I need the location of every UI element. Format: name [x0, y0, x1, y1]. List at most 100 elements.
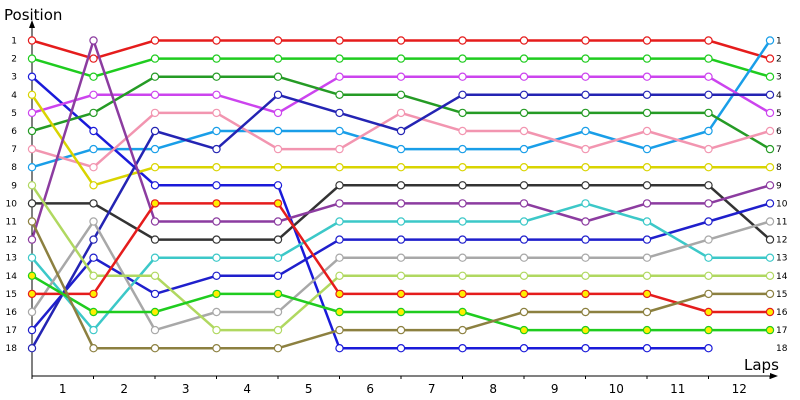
- series-point-4: [519, 344, 529, 353]
- series-point-14: [396, 253, 406, 262]
- series-point-11: [212, 217, 221, 226]
- series-point-17: [519, 325, 529, 335]
- y-tick-label: 14: [6, 272, 18, 282]
- series-point-15: [212, 325, 221, 335]
- y-tick-label: 2: [11, 55, 17, 65]
- series-point-15: [396, 271, 406, 280]
- series-point-3: [396, 144, 406, 154]
- series-point-10: [89, 235, 98, 244]
- series-point-9: [519, 181, 529, 190]
- series-point-6: [396, 90, 406, 100]
- series-point-16: [212, 199, 221, 208]
- series-point-10: [581, 90, 590, 100]
- series-point-7: [150, 108, 160, 118]
- x-axis-title: Laps: [744, 356, 779, 374]
- ticks-layer: 1234567891011121314151617181234567891011…: [6, 37, 788, 397]
- series-point-3: [89, 144, 98, 154]
- series-point-3: [519, 144, 529, 154]
- y-tick-label: 4: [11, 91, 17, 101]
- series-point-18: [150, 344, 160, 353]
- series-point-6: [765, 144, 775, 154]
- series-point-5: [273, 108, 283, 118]
- series-point-6: [273, 72, 283, 81]
- series-point-1: [89, 54, 98, 63]
- right-tick-label: 13: [776, 254, 787, 264]
- right-tick-label: 15: [776, 290, 787, 300]
- series-point-2: [642, 54, 652, 63]
- x-tick-label: 5: [305, 382, 313, 396]
- x-tick-label: 4: [243, 382, 251, 396]
- series-point-14: [27, 307, 37, 317]
- series-point-15: [335, 271, 344, 280]
- series-point-7: [765, 126, 775, 136]
- y-tick-label: 6: [11, 127, 17, 137]
- series-point-13: [581, 199, 590, 208]
- series-point-3: [642, 144, 652, 154]
- series-point-2: [581, 54, 590, 63]
- y-tick-label: 10: [6, 199, 18, 209]
- series-point-7: [396, 108, 406, 118]
- series-point-11: [396, 199, 406, 208]
- series-point-10: [273, 90, 283, 100]
- series-point-10: [150, 126, 160, 136]
- series-point-5: [27, 108, 37, 118]
- series-point-17: [458, 307, 467, 317]
- series-point-8: [458, 162, 467, 172]
- series-point-8: [150, 162, 160, 172]
- y-tick-label: 9: [11, 181, 17, 191]
- series-point-3: [581, 126, 590, 136]
- series-point-18: [335, 325, 344, 335]
- series-point-12: [212, 271, 221, 280]
- y-tick-label: 8: [11, 163, 17, 173]
- series-point-12: [27, 325, 37, 335]
- series-point-10: [704, 90, 713, 100]
- series-point-1: [335, 36, 344, 45]
- series-point-14: [89, 217, 98, 226]
- series-point-13: [27, 253, 37, 262]
- series-point-1: [458, 36, 467, 45]
- series-point-18: [581, 307, 590, 317]
- series-point-18: [519, 307, 529, 317]
- series-point-13: [704, 253, 713, 262]
- series-point-6: [89, 108, 98, 118]
- series-point-8: [765, 162, 775, 172]
- series-point-17: [765, 325, 775, 335]
- x-tick-label: 6: [366, 382, 374, 396]
- series-point-16: [150, 199, 160, 208]
- series-point-3: [27, 162, 37, 172]
- series-point-18: [273, 344, 283, 353]
- series-point-1: [519, 36, 529, 45]
- right-tick-label: 7: [776, 145, 782, 155]
- series-point-15: [581, 271, 590, 280]
- series-point-2: [335, 54, 344, 63]
- series-point-11: [458, 199, 467, 208]
- x-tick-label: 10: [609, 382, 624, 396]
- series-point-13: [89, 325, 98, 335]
- series-point-18: [458, 325, 467, 335]
- series-point-1: [642, 36, 652, 45]
- series-point-11: [704, 199, 713, 208]
- series-point-17: [642, 325, 652, 335]
- series-point-1: [212, 36, 221, 45]
- series-line-7: [31, 111, 771, 169]
- y-tick-label: 16: [6, 308, 18, 318]
- x-tick-label: 9: [551, 382, 559, 396]
- series-point-10: [212, 144, 221, 154]
- series-point-4: [396, 344, 406, 353]
- series-point-4: [458, 344, 467, 353]
- series-point-5: [396, 72, 406, 81]
- series-point-9: [642, 181, 652, 190]
- series-point-7: [704, 144, 713, 154]
- series-point-18: [89, 344, 98, 353]
- series-point-16: [458, 289, 467, 299]
- series-point-16: [519, 289, 529, 299]
- series-point-15: [765, 271, 775, 280]
- series-point-13: [765, 253, 775, 262]
- series-point-13: [212, 253, 221, 262]
- series-point-1: [150, 36, 160, 45]
- series-point-3: [458, 144, 467, 154]
- series-point-5: [212, 90, 221, 100]
- series-point-10: [458, 90, 467, 100]
- series-point-16: [396, 289, 406, 299]
- series-point-4: [27, 72, 37, 81]
